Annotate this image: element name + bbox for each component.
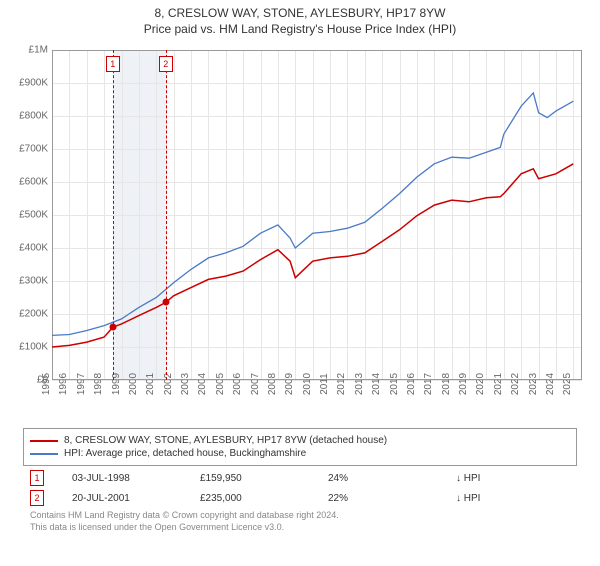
series-hpi <box>52 93 573 336</box>
legend-item-price-paid: 8, CRESLOW WAY, STONE, AYLESBURY, HP17 8… <box>30 435 570 446</box>
transaction-marker: 2 <box>30 490 44 506</box>
transaction-vline <box>166 50 167 380</box>
y-tick-label: £200K <box>19 309 48 320</box>
transaction-point <box>162 299 169 306</box>
legend-label: HPI: Average price, detached house, Buck… <box>64 448 306 459</box>
transaction-date: 20-JUL-2001 <box>72 493 172 504</box>
transaction-pct: 22% <box>328 493 428 504</box>
transaction-pct: 24% <box>328 473 428 484</box>
transaction-marker: 1 <box>30 470 44 486</box>
legend-label: 8, CRESLOW WAY, STONE, AYLESBURY, HP17 8… <box>64 435 387 446</box>
transaction-point <box>109 324 116 331</box>
footer: Contains HM Land Registry data © Crown c… <box>30 510 570 533</box>
legend-swatch <box>30 440 58 442</box>
plot-area: £0£100K£200K£300K£400K£500K£600K£700K£80… <box>52 50 582 380</box>
transaction-date: 03-JUL-1998 <box>72 473 172 484</box>
y-tick-label: £400K <box>19 243 48 254</box>
page-subtitle: Price paid vs. HM Land Registry's House … <box>0 22 600 36</box>
transaction-price: £159,950 <box>200 473 300 484</box>
y-tick-label: £500K <box>19 210 48 221</box>
transaction-price: £235,000 <box>200 493 300 504</box>
transaction-dir: ↓ HPI <box>456 473 556 484</box>
footer-line: This data is licensed under the Open Gov… <box>30 522 570 534</box>
footer-line: Contains HM Land Registry data © Crown c… <box>30 510 570 522</box>
chart-container: £0£100K£200K£300K£400K£500K£600K£700K£80… <box>10 42 590 422</box>
x-tick-label: 1995 <box>41 373 52 395</box>
legend: 8, CRESLOW WAY, STONE, AYLESBURY, HP17 8… <box>23 428 577 466</box>
y-tick-label: £1M <box>29 45 48 56</box>
transaction-row: 2 20-JUL-2001 £235,000 22% ↓ HPI <box>30 490 570 506</box>
series-svg <box>52 50 582 380</box>
legend-swatch <box>30 453 58 455</box>
transaction-marker-box: 1 <box>106 56 120 72</box>
y-tick-label: £900K <box>19 78 48 89</box>
transaction-marker-box: 2 <box>159 56 173 72</box>
y-tick-label: £700K <box>19 144 48 155</box>
y-tick-label: £800K <box>19 111 48 122</box>
transaction-dir: ↓ HPI <box>456 493 556 504</box>
series-price_paid <box>52 164 573 347</box>
legend-item-hpi: HPI: Average price, detached house, Buck… <box>30 448 570 459</box>
transactions-table: 1 03-JUL-1998 £159,950 24% ↓ HPI 2 20-JUL-2001… <box>30 470 570 506</box>
y-tick-label: £300K <box>19 276 48 287</box>
y-tick-label: £600K <box>19 177 48 188</box>
page-title: 8, CRESLOW WAY, STONE, AYLESBURY, HP17 8… <box>0 6 600 20</box>
transaction-row: 1 03-JUL-1998 £159,950 24% ↓ HPI <box>30 470 570 486</box>
y-tick-label: £100K <box>19 342 48 353</box>
